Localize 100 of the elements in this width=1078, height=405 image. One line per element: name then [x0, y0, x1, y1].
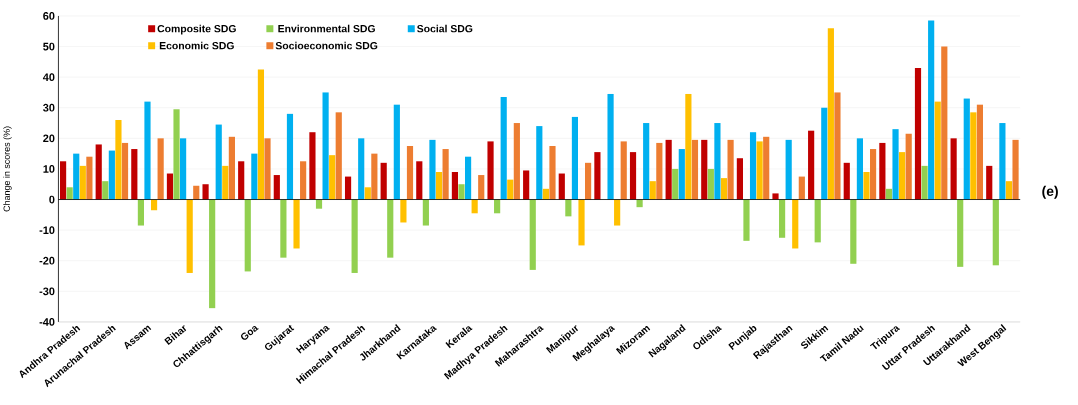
bar	[656, 143, 663, 200]
bar	[108, 150, 115, 200]
bar	[257, 69, 265, 200]
bar	[186, 199, 193, 274]
bar	[102, 181, 109, 200]
bar	[821, 107, 828, 200]
bar	[60, 161, 67, 200]
y-tick-label: -10	[39, 226, 55, 235]
bar	[371, 153, 378, 200]
bar	[500, 97, 507, 200]
x-tick-label: Goa	[240, 326, 259, 341]
bar	[850, 199, 857, 264]
bar	[309, 132, 316, 200]
bar	[523, 170, 530, 200]
bar	[921, 166, 928, 200]
bar	[558, 173, 565, 200]
bar	[565, 199, 572, 217]
bar	[329, 155, 336, 200]
bar	[429, 140, 436, 200]
bar	[720, 178, 728, 200]
bar	[157, 138, 164, 200]
bar	[899, 152, 906, 200]
bar	[542, 188, 549, 200]
bar	[73, 153, 80, 200]
bar	[643, 123, 650, 200]
bar	[513, 123, 520, 200]
y-tick-label: 30	[43, 104, 55, 112]
bar	[672, 169, 679, 200]
bar	[286, 114, 294, 200]
bar	[779, 199, 786, 238]
bar	[685, 94, 692, 200]
bar	[79, 166, 86, 200]
bar	[536, 126, 543, 200]
bar	[620, 141, 627, 200]
legend-label: Socioeconomic SDG	[275, 41, 378, 50]
bar	[478, 175, 485, 200]
bar	[863, 172, 870, 200]
bar	[814, 199, 821, 243]
legend-label: Composite SDG	[157, 24, 236, 35]
bar	[914, 68, 922, 200]
bar	[763, 136, 770, 200]
bar	[238, 161, 245, 200]
bar	[585, 162, 592, 200]
bar	[173, 109, 180, 200]
bar	[215, 124, 222, 200]
bar	[986, 166, 993, 200]
y-tick-label: 20	[43, 134, 55, 143]
bar	[471, 199, 478, 214]
bar	[856, 138, 863, 200]
bar	[464, 156, 472, 200]
bar	[95, 144, 102, 200]
bar	[280, 199, 287, 258]
y-tick-label: 0	[49, 195, 55, 204]
y-tick-label: 10	[43, 165, 55, 173]
bar	[351, 199, 358, 274]
bar	[785, 140, 792, 200]
bar	[885, 188, 893, 200]
y-tick-label: -40	[39, 318, 55, 326]
bar	[928, 20, 935, 200]
bar	[678, 149, 685, 200]
bar	[315, 199, 323, 209]
bar	[166, 173, 174, 200]
bar	[494, 199, 501, 214]
y-tick-label: -20	[39, 257, 55, 265]
bar	[772, 193, 779, 200]
bar	[150, 199, 158, 211]
bar	[727, 140, 734, 200]
bar	[86, 156, 93, 200]
bar	[963, 98, 970, 200]
bar	[487, 141, 494, 200]
bar	[222, 166, 229, 200]
bar	[400, 199, 407, 223]
bar	[264, 138, 271, 200]
bar	[416, 161, 423, 200]
bar	[380, 162, 387, 200]
bar	[435, 172, 443, 200]
y-axis-title: Change in scores (%)	[3, 126, 12, 212]
legend-label: Social SDG	[417, 24, 473, 33]
legend-label: Economic SDG	[159, 41, 234, 50]
bar	[707, 169, 714, 200]
bar	[691, 140, 699, 200]
bar	[144, 101, 151, 200]
bar	[905, 133, 912, 200]
bar	[957, 199, 964, 268]
bar	[549, 146, 556, 200]
bar	[1012, 140, 1019, 200]
bar	[950, 138, 957, 200]
bar	[736, 158, 743, 200]
bar	[451, 172, 459, 200]
bar	[273, 175, 280, 200]
bar	[406, 146, 414, 200]
bar	[364, 187, 371, 200]
bar	[714, 123, 721, 200]
bar	[976, 104, 984, 200]
bar	[614, 199, 621, 226]
bar	[180, 138, 187, 200]
bar	[121, 143, 129, 200]
bar	[1005, 181, 1013, 200]
bar	[578, 199, 585, 246]
bar	[594, 152, 601, 200]
